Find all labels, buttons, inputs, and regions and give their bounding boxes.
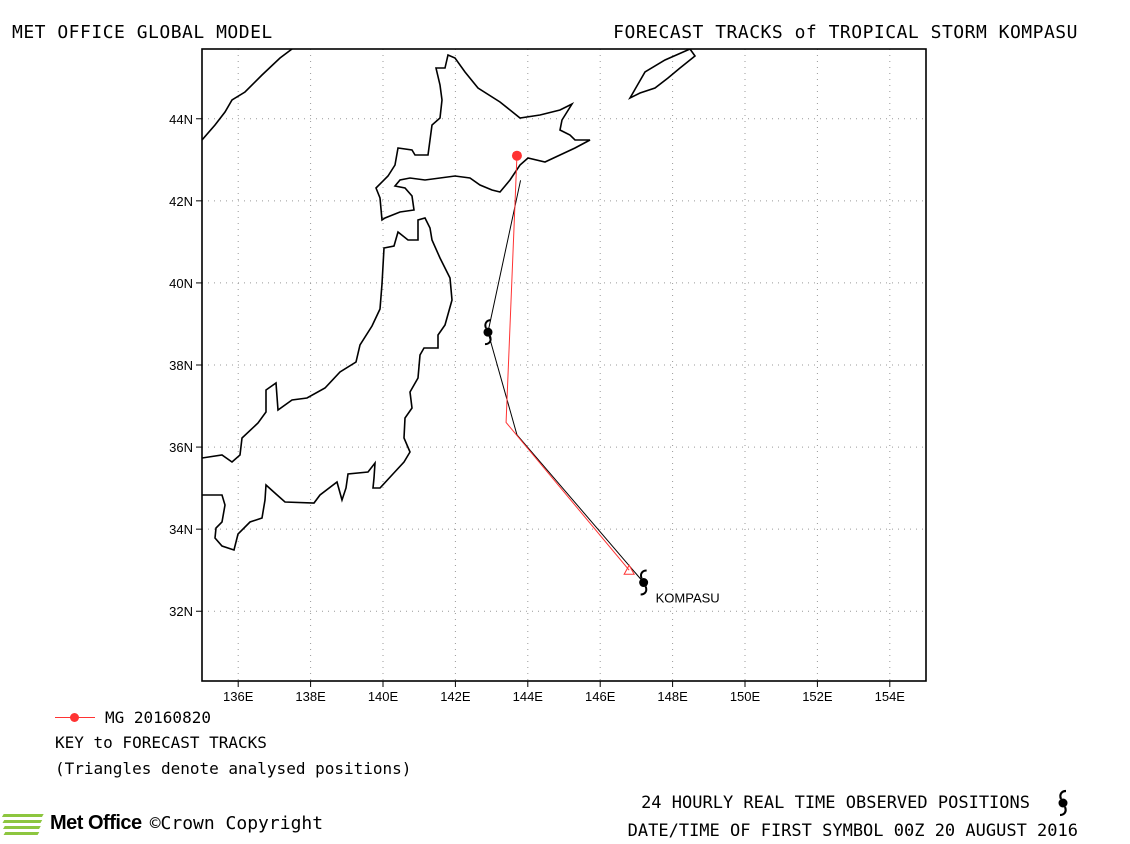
met-office-logo-icon [2, 814, 44, 835]
y-tick-label: 38N [169, 358, 193, 373]
axis-labels: 136E 138E 140E 142E 144E 146E 148E 150E 152E 154E… [169, 112, 905, 704]
observed-track-line [487, 180, 645, 583]
met-office-logo-text: Met Office [50, 811, 142, 834]
title-forecast: FORECAST TRACKS of TROPICAL STORM KOMPAS… [613, 22, 1078, 43]
storm-name-label: KOMPASU [656, 591, 720, 606]
legend-series-label: MG 20160820 [105, 708, 211, 727]
x-tick-label: 142E [440, 689, 471, 704]
forecast-end-marker [511, 150, 522, 161]
forecast-track-line [505, 155, 630, 571]
title-model: MET OFFICE GLOBAL MODEL [12, 22, 273, 43]
footer-info: 24 HOURLY REAL TIME OBSERVED POSITIONS D… [628, 788, 1078, 844]
coast-korea [202, 49, 293, 141]
coast-hokkaido [375, 53, 591, 222]
legend-swatch-forecast [55, 713, 95, 722]
x-tick-label: 140E [368, 689, 399, 704]
coast-honshu-west [202, 217, 453, 552]
x-tick-label: 146E [585, 689, 616, 704]
coastline [202, 49, 697, 552]
x-tick-label: 138E [295, 689, 326, 704]
legend-key-title: KEY to FORECAST TRACKS [55, 733, 267, 752]
coast-sakhalin [627, 49, 697, 100]
analysed-position-triangle [623, 564, 636, 575]
legend-series-row: MG 20160820 [55, 708, 411, 728]
y-tick-label: 40N [169, 276, 193, 291]
y-tick-label: 36N [169, 440, 193, 455]
observed-positions-text: 24 HOURLY REAL TIME OBSERVED POSITIONS [641, 793, 1030, 813]
y-tick-label: 34N [169, 522, 193, 537]
grid-lines [202, 49, 926, 681]
y-tick-label: 32N [169, 604, 193, 619]
observed-positions-label: 24 HOURLY REAL TIME OBSERVED POSITIONS [628, 788, 1078, 818]
x-tick-label: 148E [657, 689, 688, 704]
x-tick-label: 154E [875, 689, 906, 704]
storm-symbol-icon [1058, 789, 1068, 817]
first-symbol-datetime: DATE/TIME OF FIRST SYMBOL 00Z 20 AUGUST … [627, 821, 1078, 841]
y-tick-label: 42N [169, 194, 193, 209]
storm-symbol [639, 569, 649, 596]
copyright-notice: ©Crown Copyright [149, 812, 324, 834]
met-office-logo: Met Office ©Crown Copyright [2, 810, 323, 836]
x-tick-label: 150E [730, 689, 761, 704]
tracks [483, 150, 649, 596]
x-tick-label: 136E [223, 689, 254, 704]
storm-symbol [483, 319, 493, 346]
legend: MG 20160820 KEY to FORECAST TRACKS (Tria… [55, 708, 411, 782]
x-tick-label: 144E [513, 689, 544, 704]
x-tick-label: 152E [802, 689, 833, 704]
legend-note: (Triangles denote analysed positions) [55, 759, 412, 778]
y-tick-label: 44N [169, 112, 193, 127]
